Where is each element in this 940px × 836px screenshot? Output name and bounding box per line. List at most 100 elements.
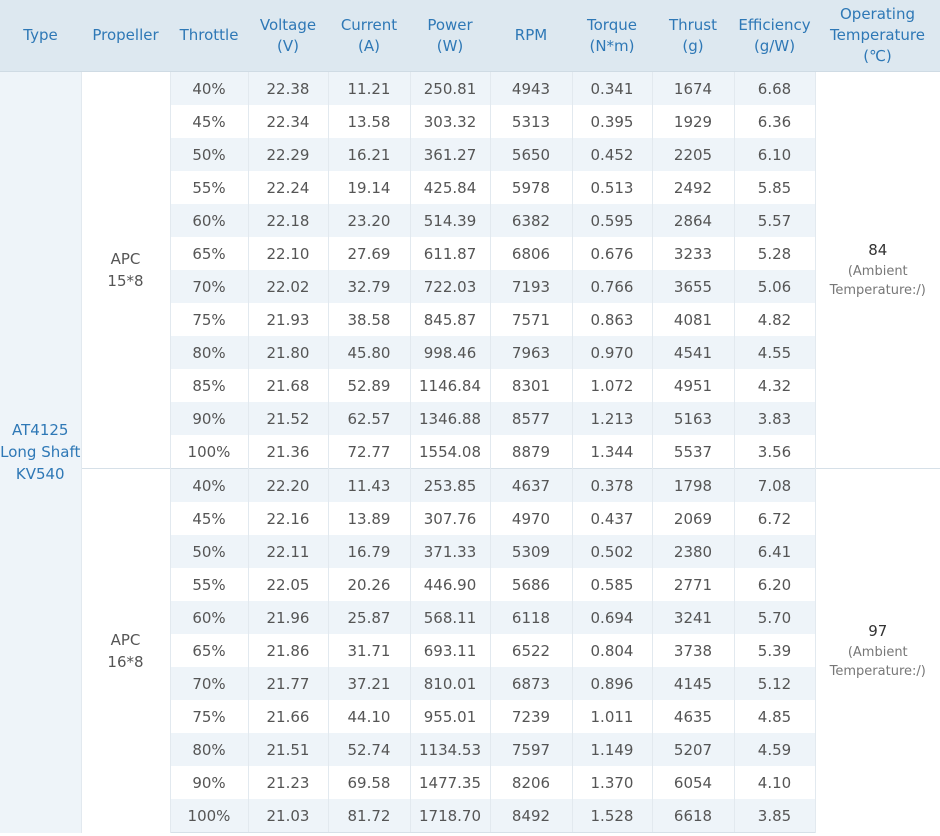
cell-efficiency: 6.20 [733,568,816,601]
table-row: AT4125 Long Shaft KV540 APC 15*8 40% 22.38 11.2… [0,71,940,833]
cell-efficiency: 7.08 [733,468,816,502]
table-row: 90% 21.23 69.58 1477.35 8206 1.370 6054 4.10 [0,766,940,799]
motor-type-cell: AT4125 Long Shaft KV540 [0,71,82,833]
cell-throttle: 65% [169,237,249,270]
cell-current: 13.89 [327,502,411,535]
column-header-operating-temperature: Operating Temperature (℃) [815,0,940,72]
cell-power: 845.87 [409,303,491,336]
cell-torque: 0.513 [571,171,653,204]
cell-voltage: 21.23 [247,766,329,799]
cell-current: 44.10 [327,700,411,733]
cell-efficiency: 5.06 [733,270,816,303]
column-header-current: Current (A) [328,0,410,72]
cell-current: 13.58 [327,105,411,138]
cell-rpm: 8492 [489,799,573,833]
cell-voltage: 21.93 [247,303,329,336]
temperature-value: 97 [868,621,888,640]
ambient-temperature-note: (Ambient Temperature:/) [829,264,926,298]
cell-voltage: 21.03 [247,799,329,833]
cell-thrust: 3655 [651,270,735,303]
cell-rpm: 7571 [489,303,573,336]
cell-power: 810.01 [409,667,491,700]
table-row: 75% 21.66 44.10 955.01 7239 1.011 4635 4.85 [0,700,940,733]
cell-throttle: 50% [169,138,249,171]
cell-power: 955.01 [409,700,491,733]
cell-torque: 1.011 [571,700,653,733]
cell-current: 19.14 [327,171,411,204]
column-header-throttle: Throttle [170,0,248,72]
cell-throttle: 90% [169,766,249,799]
cell-current: 81.72 [327,799,411,833]
cell-efficiency: 5.28 [733,237,816,270]
table-row: 70% 22.02 32.79 722.03 7193 0.766 3655 5.06 [0,270,940,303]
column-header-thrust: Thrust (g) [652,0,734,72]
cell-thrust: 4541 [651,336,735,369]
table-row: 75% 21.93 38.58 845.87 7571 0.863 4081 4.82 [0,303,940,336]
cell-efficiency: 5.12 [733,667,816,700]
table-row: 85% 21.68 52.89 1146.84 8301 1.072 4951 4.32 [0,369,940,402]
cell-thrust: 1798 [651,468,735,502]
table-header-row: Type Propeller Throttle Voltage (V) Current (A… [0,0,940,72]
cell-power: 514.39 [409,204,491,237]
cell-efficiency: 6.10 [733,138,816,171]
cell-thrust: 5207 [651,733,735,766]
cell-current: 62.57 [327,402,411,435]
cell-power: 1718.70 [409,799,491,833]
cell-power: 998.46 [409,336,491,369]
cell-voltage: 22.02 [247,270,329,303]
cell-rpm: 7963 [489,336,573,369]
cell-current: 37.21 [327,667,411,700]
cell-current: 16.21 [327,138,411,171]
cell-power: 1134.53 [409,733,491,766]
cell-voltage: 22.20 [247,468,329,502]
cell-efficiency: 6.68 [733,71,816,105]
column-header-rpm: RPM [490,0,572,72]
cell-torque: 0.970 [571,336,653,369]
cell-power: 1146.84 [409,369,491,402]
table-row: 45% 22.34 13.58 303.32 5313 0.395 1929 6.36 [0,105,940,138]
cell-rpm: 6806 [489,237,573,270]
cell-voltage: 21.51 [247,733,329,766]
cell-thrust: 1674 [651,71,735,105]
cell-voltage: 21.96 [247,601,329,634]
cell-current: 69.58 [327,766,411,799]
cell-thrust: 2864 [651,204,735,237]
cell-voltage: 22.10 [247,237,329,270]
column-header-propeller: Propeller [81,0,170,72]
cell-thrust: 1929 [651,105,735,138]
cell-power: 568.11 [409,601,491,634]
cell-current: 45.80 [327,336,411,369]
cell-rpm: 7597 [489,733,573,766]
cell-rpm: 4637 [489,468,573,502]
cell-efficiency: 6.41 [733,535,816,568]
table-row: 55% 22.05 20.26 446.90 5686 0.585 2771 6.20 [0,568,940,601]
table-row: 50% 22.11 16.79 371.33 5309 0.502 2380 6.41 [0,535,940,568]
cell-torque: 1.149 [571,733,653,766]
cell-throttle: 50% [169,535,249,568]
cell-efficiency: 6.36 [733,105,816,138]
propeller-cell: APC 15*8 [80,71,171,469]
cell-throttle: 60% [169,601,249,634]
cell-efficiency: 5.39 [733,634,816,667]
cell-rpm: 8879 [489,435,573,469]
cell-throttle: 45% [169,502,249,535]
cell-torque: 0.437 [571,502,653,535]
cell-torque: 1.344 [571,435,653,469]
cell-thrust: 4635 [651,700,735,733]
cell-throttle: 65% [169,634,249,667]
table-row: 80% 21.80 45.80 998.46 7963 0.970 4541 4.55 [0,336,940,369]
cell-voltage: 21.86 [247,634,329,667]
cell-rpm: 5650 [489,138,573,171]
cell-efficiency: 3.56 [733,435,816,469]
ambient-temperature-note: (Ambient Temperature:/) [829,644,926,679]
table-row: APC 16*8 40% 22.20 11.43 253.85 4637 0.378 1798 7… [0,468,940,833]
cell-current: 72.77 [327,435,411,469]
cell-torque: 0.502 [571,535,653,568]
cell-voltage: 22.16 [247,502,329,535]
cell-rpm: 5309 [489,535,573,568]
cell-rpm: 5978 [489,171,573,204]
cell-efficiency: 4.85 [733,700,816,733]
cell-voltage: 21.77 [247,667,329,700]
cell-torque: 1.370 [571,766,653,799]
cell-current: 16.79 [327,535,411,568]
